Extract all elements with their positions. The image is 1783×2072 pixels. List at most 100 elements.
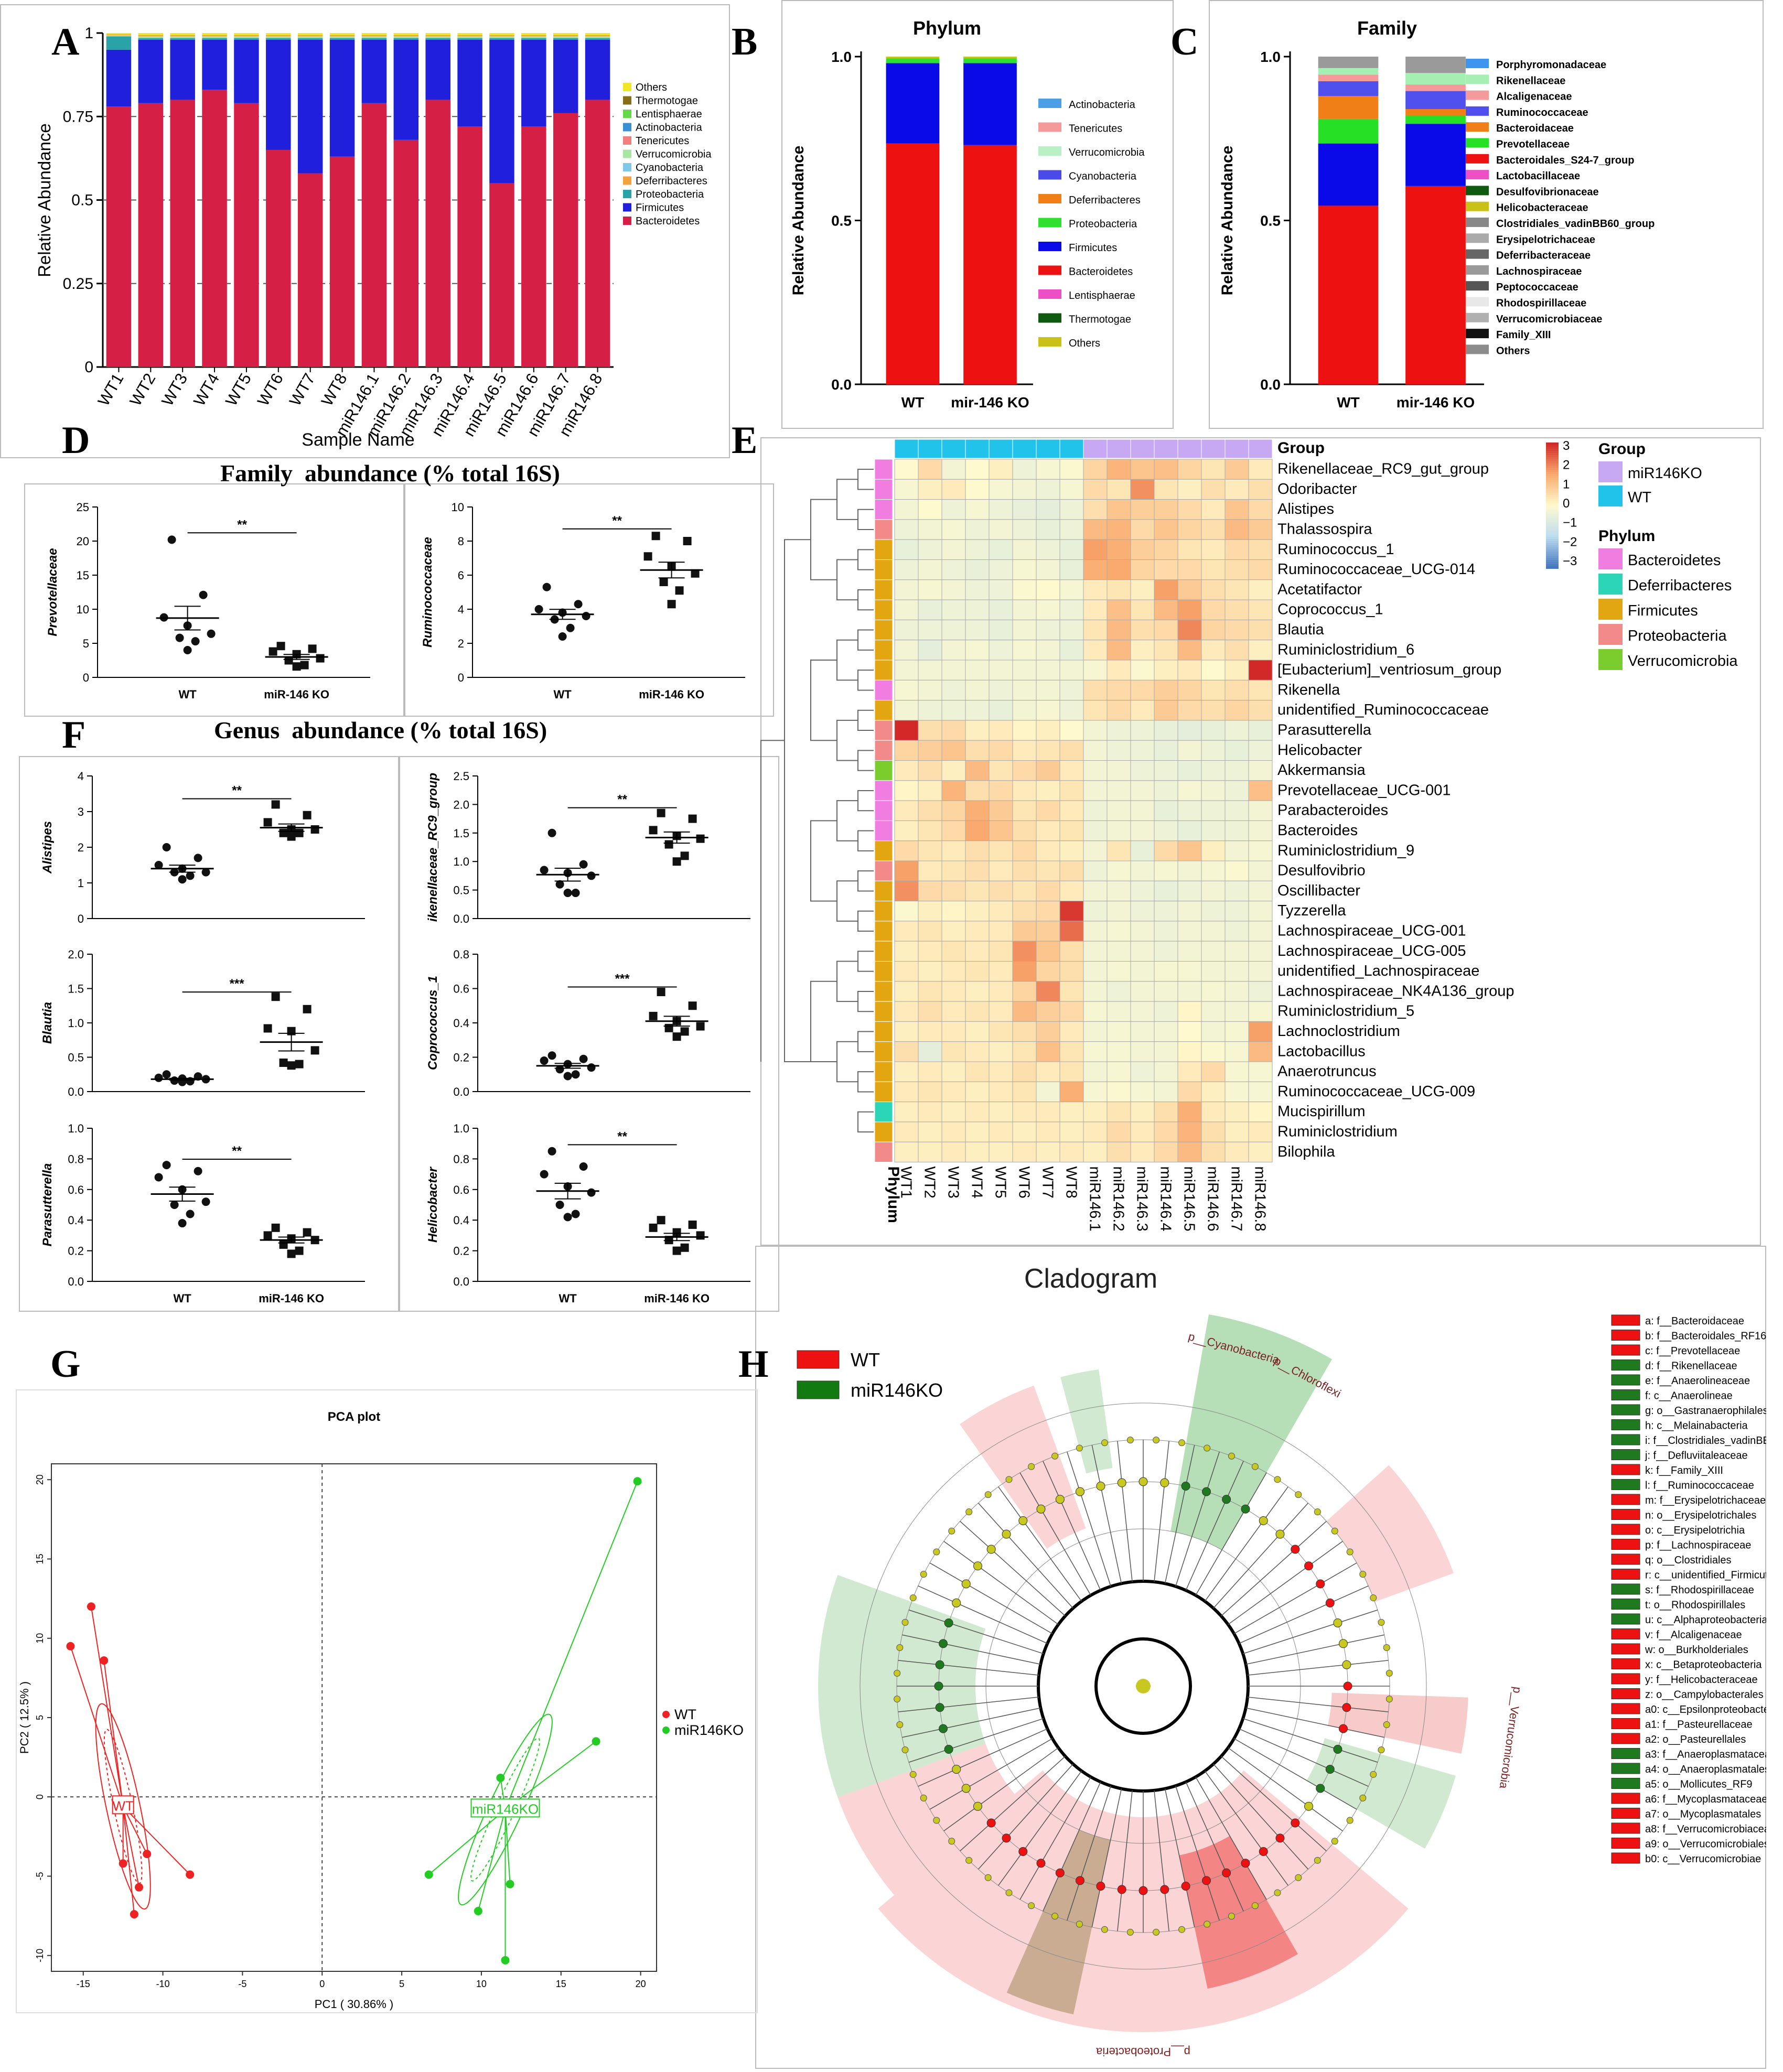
dot-wt-point — [558, 632, 567, 641]
bar-firmicutes — [138, 39, 164, 103]
g-wt-spoke — [90, 1606, 124, 1807]
h-legend-swatch — [797, 1350, 840, 1369]
e-row-label: Odoribacter — [1277, 481, 1357, 498]
h-taxa-label: w: o__Burkholderiales — [1645, 1644, 1748, 1656]
e-heat-cell — [965, 700, 990, 721]
e-row-label: Lachnospiraceae_UCG-001 — [1277, 922, 1466, 939]
g-xtick-label: -15 — [77, 1979, 90, 1989]
h-leaf-node — [1251, 1902, 1259, 1909]
bar-firmicutes — [457, 39, 482, 127]
h-node — [1181, 1881, 1190, 1891]
h-taxa-swatch — [1611, 1763, 1640, 1774]
dot-ko-point — [316, 654, 325, 663]
g-xtick-label: 15 — [556, 1979, 566, 1989]
bar-bacteroidetes — [585, 100, 610, 367]
h-branch — [918, 1585, 1048, 1644]
e-heat-cell — [918, 1121, 942, 1142]
e-heat-cell — [894, 660, 919, 681]
panel-h-frame — [755, 1246, 1766, 2069]
bar-proteobacteria — [297, 38, 323, 40]
dot-wt-point — [191, 637, 200, 646]
e-heat-cell — [1248, 961, 1273, 982]
e-scale-segment — [1546, 510, 1559, 512]
e-group-cell — [894, 439, 919, 459]
e-heat-cell — [965, 1041, 990, 1062]
g-plot-frame — [51, 1463, 657, 1972]
e-heat-cell — [1248, 921, 1273, 942]
e-heat-cell — [1154, 660, 1178, 681]
c-legend-label: Peptococcaceae — [1496, 282, 1578, 293]
dot-ytick-label: 3 — [78, 805, 84, 818]
h-node — [1075, 1487, 1084, 1496]
h-sector-family-xiii — [960, 1385, 1086, 1549]
dot-ko-point — [310, 825, 319, 834]
e-heat-cell — [1083, 760, 1108, 781]
h-node — [1222, 1495, 1231, 1504]
e-heat-cell — [1225, 800, 1249, 821]
dot-ko-point — [295, 1246, 304, 1255]
h-taxa-swatch — [1611, 1808, 1640, 1819]
e-heat-cell — [918, 840, 942, 861]
dot-wt-point — [542, 582, 551, 591]
e-scale-segment — [1546, 505, 1559, 508]
e-heat-cell — [1059, 780, 1084, 801]
e-heat-cell — [1036, 459, 1060, 480]
h-taxa-swatch — [1611, 1688, 1640, 1699]
h-branch — [908, 1610, 1044, 1654]
h-leaf-node — [1101, 1439, 1108, 1447]
e-heat-cell — [1177, 1121, 1202, 1142]
e-heat-cell — [1012, 599, 1037, 620]
h-taxa-label: y: f__Helicobacteraceae — [1645, 1674, 1758, 1686]
e-heat-cell — [894, 901, 919, 922]
dot-wt-point — [574, 600, 583, 609]
e-heat-cell — [1225, 880, 1249, 902]
bar-bacteroidetes — [425, 100, 450, 367]
e-heat-cell — [894, 579, 919, 600]
e-heat-cell — [1036, 679, 1060, 701]
bar-others — [234, 33, 259, 35]
c-legend-swatch — [1466, 122, 1489, 132]
a-legend-label: Cyanobacteria — [636, 162, 704, 174]
e-row-label: Anaerotruncus — [1277, 1063, 1377, 1080]
e-heat-cell — [1083, 499, 1108, 520]
e-heat-cell — [1083, 459, 1108, 480]
dot-ko-point — [263, 1024, 272, 1033]
h-taxa-label: p: f__Lachnospiraceae — [1645, 1540, 1751, 1551]
e-heat-cell — [1177, 640, 1202, 661]
b-legend-label: Thermotogae — [1069, 314, 1131, 326]
e-heat-cell — [1154, 740, 1178, 761]
g-xtick-label: 20 — [636, 1979, 646, 1989]
dot-ytick-label: 2.0 — [68, 948, 84, 961]
g-legend-dot — [662, 1726, 670, 1734]
h-node — [934, 1681, 943, 1691]
e-heat-cell — [1083, 880, 1108, 902]
e-heat-cell — [941, 720, 966, 741]
e-heat-cell — [989, 619, 1013, 641]
e-heat-cell — [918, 921, 942, 942]
e-heat-cell — [1177, 760, 1202, 781]
e-heat-cell — [1248, 559, 1273, 580]
e-phylum-axis-label: Phylum — [885, 1167, 902, 1223]
bar-deferribacteres — [170, 35, 195, 37]
c-legend-swatch — [1466, 90, 1489, 100]
g-wt-ellipse — [95, 1703, 151, 1910]
e-phylum-cell — [874, 459, 893, 480]
e-heat-cell — [941, 519, 966, 540]
e-heat-cell — [1177, 921, 1202, 942]
h-node — [1325, 1765, 1335, 1774]
h-branch — [1228, 1747, 1343, 1831]
dot-ytick-label: 0.2 — [453, 1245, 469, 1258]
e-scale-segment — [1546, 533, 1559, 535]
e-heat-cell — [918, 579, 942, 600]
e-heat-cell — [894, 1001, 919, 1022]
e-heat-cell — [918, 820, 942, 841]
bar-bacteroidetes — [266, 149, 291, 367]
e-heat-cell — [1107, 559, 1131, 580]
dot-ko-point — [271, 800, 280, 809]
h-taxa-swatch — [1611, 1314, 1640, 1326]
bar-bacteroidetes — [393, 139, 419, 367]
bar-proteobacteria — [457, 38, 482, 40]
h-taxa-label: l: f__Ruminococcaceae — [1645, 1480, 1754, 1492]
e-heat-cell — [1248, 901, 1273, 922]
e-heat-cell — [1130, 660, 1155, 681]
